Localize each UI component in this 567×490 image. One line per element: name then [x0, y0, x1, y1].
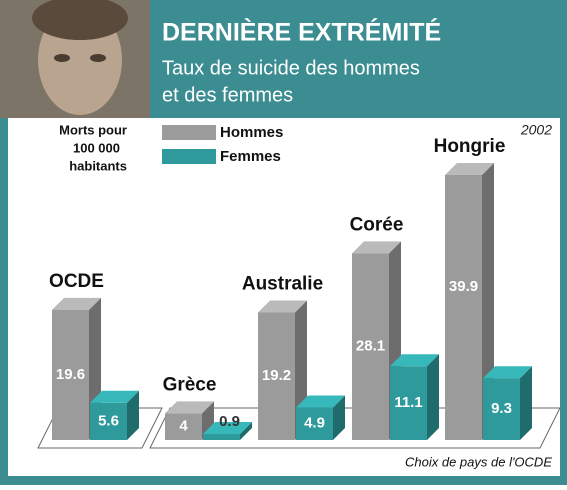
bar-top — [445, 163, 494, 175]
value-label: 4 — [179, 418, 188, 435]
bar — [296, 395, 345, 440]
value-label: 19.2 — [262, 367, 291, 384]
bar — [165, 401, 214, 440]
value-label: 28.1 — [356, 338, 385, 355]
bar-front — [203, 434, 240, 440]
value-label: 5.6 — [98, 412, 119, 429]
bar — [203, 422, 252, 440]
bar-side — [333, 395, 345, 440]
bar — [390, 354, 439, 440]
y-label: Morts pour — [59, 122, 127, 137]
bar — [445, 163, 494, 440]
category-label: Corée — [350, 214, 404, 235]
title: DERNIÈRE EXTRÉMITÉ — [162, 18, 441, 47]
subtitle: et des femmes — [162, 84, 293, 106]
bar — [483, 366, 532, 440]
subtitle: Taux de suicide des hommes — [162, 57, 420, 79]
source: Choix de pays de l'OCDE — [405, 454, 552, 469]
value-label: 9.3 — [491, 400, 512, 417]
legend-label: Femmes — [220, 148, 281, 165]
bar-top — [390, 354, 439, 367]
bar-top — [52, 297, 101, 310]
bar-front — [296, 407, 333, 440]
value-label: 11.1 — [394, 394, 422, 411]
bar-front — [165, 413, 202, 440]
y-label: 100 000 — [73, 140, 120, 155]
bar-front — [258, 312, 295, 440]
year: 2002 — [520, 122, 552, 138]
bar-top — [483, 366, 532, 379]
bar-top — [352, 241, 401, 254]
legend-swatch — [162, 125, 216, 140]
value-label: 0.9 — [219, 413, 240, 430]
bar-front — [390, 366, 427, 440]
category-label: OCDE — [49, 271, 104, 292]
bar-side — [520, 366, 532, 440]
y-label: habitants — [69, 158, 127, 173]
bar-side — [240, 422, 252, 440]
category-label: Australie — [242, 273, 323, 294]
bar-front — [90, 402, 127, 440]
photo — [0, 0, 150, 118]
category-label: Hongrie — [434, 136, 506, 157]
value-label: 39.9 — [449, 278, 478, 295]
bar — [90, 390, 139, 440]
bar-front — [352, 253, 389, 440]
bar-top — [296, 395, 345, 408]
bar-top — [258, 300, 307, 313]
value-label: 19.6 — [56, 366, 85, 383]
bar-front — [483, 378, 520, 440]
bar-top — [90, 390, 139, 403]
legend-label: Hommes — [220, 124, 283, 141]
value-label: 4.9 — [304, 415, 325, 432]
bar — [52, 297, 101, 440]
legend-swatch — [162, 149, 216, 164]
bar-front — [52, 309, 89, 440]
category-label: Grèce — [163, 374, 217, 395]
bar-top — [165, 401, 214, 414]
bar-side — [127, 390, 139, 440]
bar-side — [427, 354, 439, 440]
bar-top — [203, 422, 252, 435]
bar-front — [445, 175, 482, 440]
